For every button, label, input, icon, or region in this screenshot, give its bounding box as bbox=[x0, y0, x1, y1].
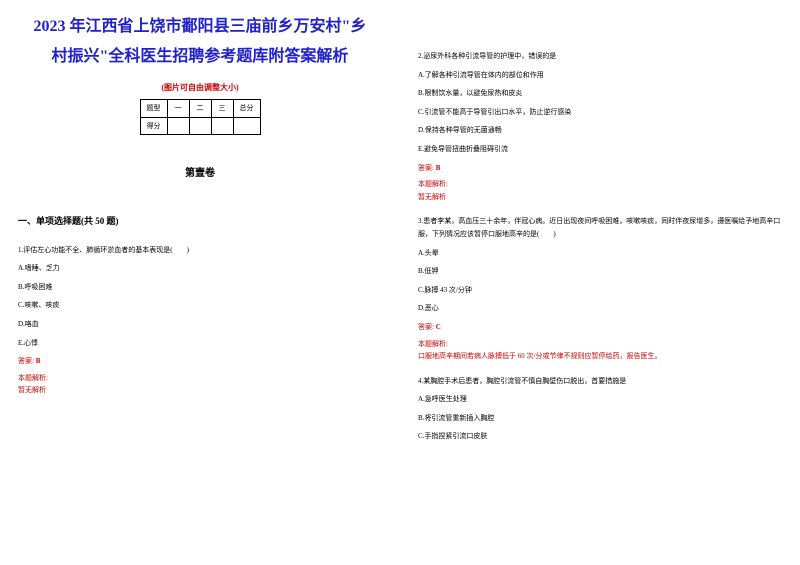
question-1: 1.评估左心功能不全、肺循环淤血者的基本表现是( ) A.嗜睡、乏力 B.呼吸困… bbox=[18, 244, 382, 397]
table-cell: 总分 bbox=[233, 100, 260, 118]
section-title: 一、单项选择题(共 50 题) bbox=[18, 213, 382, 229]
table-row: 得分 bbox=[140, 117, 260, 135]
option: C.引流管不能高于导管引出口水平，防止逆行感染 bbox=[418, 106, 782, 119]
analysis-text: 暂无解析 bbox=[418, 191, 782, 204]
option: D.咯血 bbox=[18, 318, 382, 331]
option: A.急呼医生处理 bbox=[418, 393, 782, 406]
question-text: 1.评估左心功能不全、肺循环淤血者的基本表现是( ) bbox=[18, 244, 382, 257]
option: C.咳嗽、咳痰 bbox=[18, 299, 382, 312]
volume-title: 第壹卷 bbox=[18, 165, 382, 183]
option: A.了解各种引流导管在体内的部位和作用 bbox=[418, 69, 782, 82]
answer-label: 答案: bbox=[418, 323, 434, 331]
table-cell bbox=[167, 117, 189, 135]
analysis-label: 本题解析: bbox=[418, 338, 782, 351]
image-note: (图片可自由调整大小) bbox=[18, 81, 382, 95]
table-cell bbox=[189, 117, 211, 135]
option: D.恶心 bbox=[418, 302, 782, 315]
analysis-text: 暂无解析 bbox=[18, 384, 382, 397]
option: D.保持各种导管的无菌通畅 bbox=[418, 124, 782, 137]
table-cell: 一 bbox=[167, 100, 189, 118]
table-cell: 二 bbox=[189, 100, 211, 118]
option: B.低钾 bbox=[418, 265, 782, 278]
table-cell: 三 bbox=[211, 100, 233, 118]
question-text: 4.某胸腔手术后患者，胸腔引流管不慎自胸壁伤口脱出，首要措施是 bbox=[418, 375, 782, 388]
answer-value: B bbox=[436, 164, 441, 172]
left-column: 2023 年江西省上饶市鄱阳县三庙前乡万安村"乡 村振兴"全科医生招聘参考题库附… bbox=[0, 0, 400, 565]
right-column: 2.泌尿外科各种引流导管的护理中，错误的是 A.了解各种引流导管在体内的部位和作… bbox=[400, 0, 800, 565]
question-3: 3.患者李某，高血压三十余年，伴冠心病。近日出现夜间呼吸困难，咳嗽咳痰，同时伴夜… bbox=[418, 215, 782, 362]
answer-label: 答案: bbox=[418, 164, 434, 172]
answer-label: 答案: bbox=[18, 357, 34, 365]
question-text: 2.泌尿外科各种引流导管的护理中，错误的是 bbox=[418, 50, 782, 63]
analysis-text: 口服地高辛期间若病人脉搏低于 60 次/分或节律不规则应暂停给药，报告医生。 bbox=[418, 350, 782, 363]
main-title: 2023 年江西省上饶市鄱阳县三庙前乡万安村"乡 村振兴"全科医生招聘参考题库附… bbox=[18, 12, 382, 73]
analysis-label: 本题解析: bbox=[18, 372, 382, 385]
option: B.呼吸困难 bbox=[18, 281, 382, 294]
answer-value: B bbox=[36, 357, 41, 365]
option: C.脉搏 43 次/分钟 bbox=[418, 284, 782, 297]
title-line-2: 村振兴"全科医生招聘参考题库附答案解析 bbox=[18, 42, 382, 72]
title-line-1: 2023 年江西省上饶市鄱阳县三庙前乡万安村"乡 bbox=[18, 12, 382, 42]
question-2: 2.泌尿外科各种引流导管的护理中，错误的是 A.了解各种引流导管在体内的部位和作… bbox=[418, 50, 782, 203]
answer-line: 答案: B bbox=[418, 162, 782, 175]
answer-value: C bbox=[436, 323, 441, 331]
option: E.避免导管扭曲折叠阻碍引流 bbox=[418, 143, 782, 156]
table-row: 题型 一 二 三 总分 bbox=[140, 100, 260, 118]
option: B.将引流管重新插入胸腔 bbox=[418, 412, 782, 425]
table-cell bbox=[233, 117, 260, 135]
option: C.手指捏紧引流口皮肤 bbox=[418, 430, 782, 443]
question-text: 3.患者李某，高血压三十余年，伴冠心病。近日出现夜间呼吸困难，咳嗽咳痰，同时伴夜… bbox=[418, 215, 782, 240]
table-cell: 得分 bbox=[140, 117, 167, 135]
option: B.限制饮水量，以避免尿热和皮炎 bbox=[418, 87, 782, 100]
answer-line: 答案: C bbox=[418, 321, 782, 334]
table-cell: 题型 bbox=[140, 100, 167, 118]
score-table: 题型 一 二 三 总分 得分 bbox=[140, 99, 261, 135]
question-4: 4.某胸腔手术后患者，胸腔引流管不慎自胸壁伤口脱出，首要措施是 A.急呼医生处理… bbox=[418, 375, 782, 443]
option: A.头晕 bbox=[418, 247, 782, 260]
option: E.心悸 bbox=[18, 337, 382, 350]
answer-line: 答案: B bbox=[18, 355, 382, 368]
option: A.嗜睡、乏力 bbox=[18, 262, 382, 275]
table-cell bbox=[211, 117, 233, 135]
analysis-label: 本题解析: bbox=[418, 178, 782, 191]
